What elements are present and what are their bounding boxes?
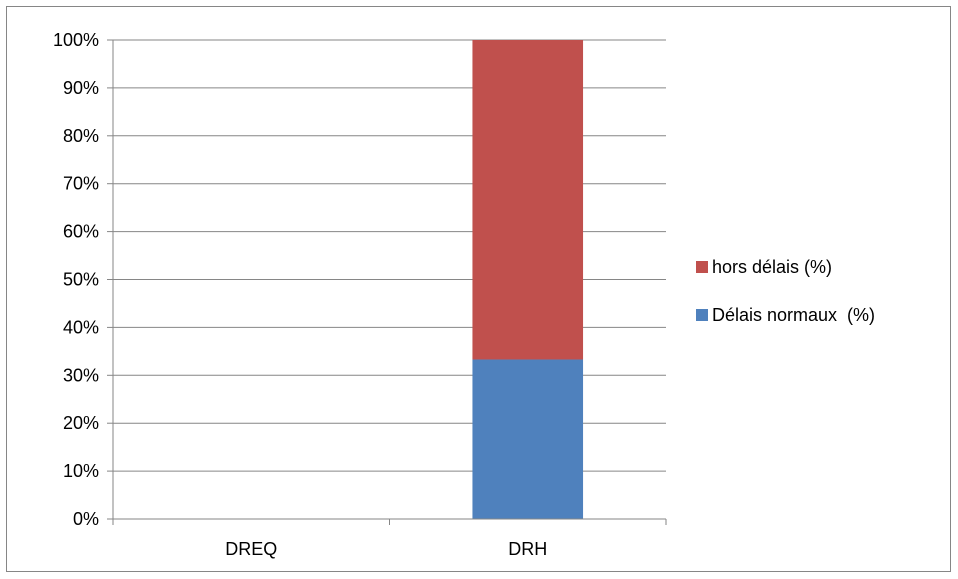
y-tick-label: 30%: [63, 365, 99, 385]
legend-label: Délais normaux (%): [712, 305, 875, 325]
x-tick-labels: DREQ DRH: [225, 539, 547, 559]
y-tick-label: 100%: [53, 30, 99, 50]
x-tick-label: DRH: [508, 539, 547, 559]
y-tick-label: 90%: [63, 78, 99, 98]
y-tick-label: 10%: [63, 461, 99, 481]
y-tick-label: 60%: [63, 222, 99, 242]
bar-drh-series-1: [472, 40, 584, 360]
bar-drh-series-0: [472, 359, 584, 519]
y-tick-label: 0%: [73, 509, 99, 529]
y-tick-label: 70%: [63, 174, 99, 194]
legend-swatch: [696, 309, 708, 321]
legend-swatch: [696, 261, 708, 273]
y-tick-label: 40%: [63, 317, 99, 337]
chart-frame: 0% 10% 20% 30% 40% 50% 60% 70% 80% 90% 100% DREQ DR…: [6, 6, 951, 572]
chart-svg: 0%10%20%30%40%50%60%70%80%90%100% DREQ DR…: [53, 30, 875, 559]
y-tick-label: 50%: [63, 270, 99, 290]
bars-layer: [472, 40, 584, 519]
legend-label: hors délais (%): [712, 257, 832, 277]
axis-layer: [107, 39, 667, 525]
y-tick-label: 20%: [63, 413, 99, 433]
legend: hors délais (%) Délais normaux (%): [696, 257, 875, 325]
y-tick-labels: 0% 10% 20% 30% 40% 50% 60% 70% 80% 90% 100%: [53, 30, 99, 529]
x-tick-label: DREQ: [225, 539, 277, 559]
y-tick-label: 80%: [63, 126, 99, 146]
